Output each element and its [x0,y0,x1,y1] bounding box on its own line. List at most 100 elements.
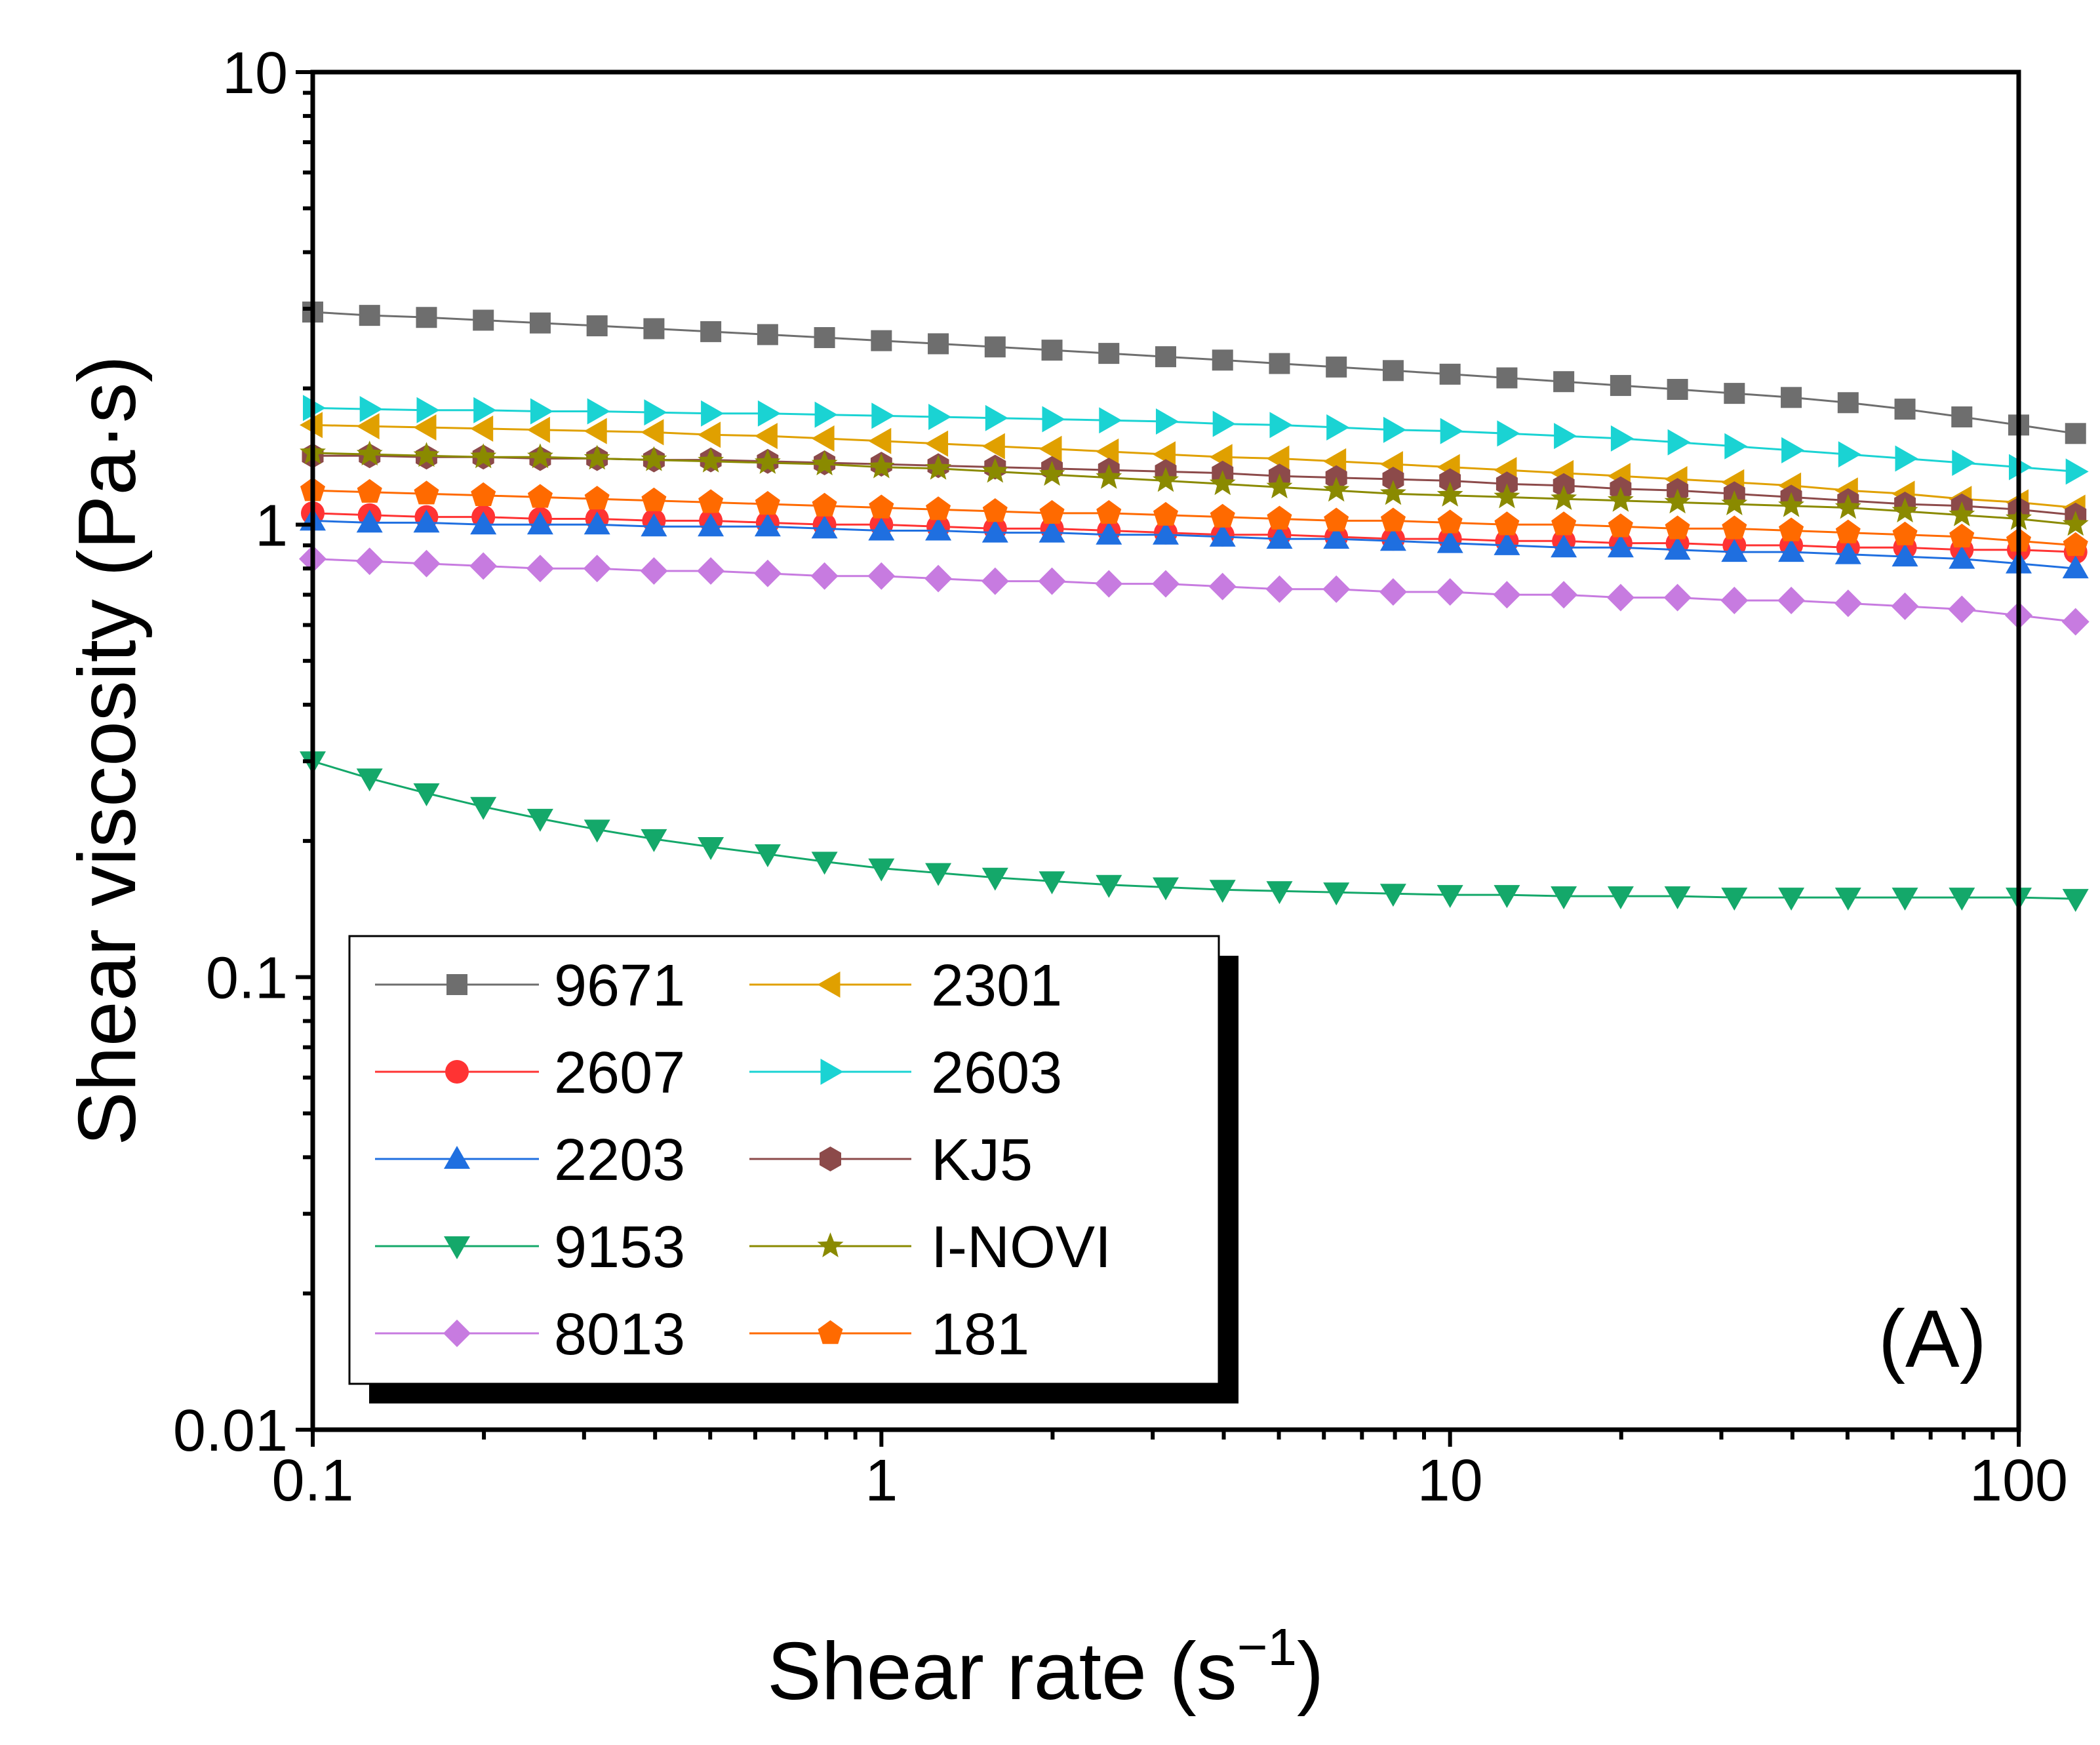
data-point-2301-7 [698,422,721,448]
data-point-9153-3 [470,796,497,820]
data-point-9153-5 [584,819,610,843]
data-point-I-NOVI-7 [698,447,724,473]
data-point-2603-25 [1724,433,1748,460]
data-point-9671-23 [1610,375,1631,397]
data-point-2203-28 [1892,543,1918,567]
data-point-9671-26 [1781,387,1802,408]
data-point-2203-21 [1494,532,1520,555]
panel-label: (A) [1878,1294,1987,1384]
data-point-181-4 [527,484,553,508]
data-point-2301-3 [470,415,494,442]
series-2603 [303,395,2089,485]
data-point-2603-13 [1042,406,1065,433]
y-tick-label: 0.01 [173,1398,288,1464]
data-point-2203-2 [413,509,440,533]
data-point-8013-15 [1152,570,1179,598]
data-point-2301-9 [811,425,835,452]
data-point-I-NOVI-22 [1551,485,1577,510]
data-point-8013-3 [469,552,498,580]
data-point-181-13 [1039,500,1065,524]
legend-item-9671: 9671 [375,953,685,1019]
data-point-2603-29 [1952,450,1975,476]
data-point-9671-19 [1382,360,1404,382]
data-point-2603-16 [1212,410,1236,437]
data-point-9153-18 [1323,882,1350,906]
data-point-9153-9 [811,852,838,875]
data-point-8013-27 [1834,589,1862,618]
data-point-9153-6 [641,829,667,852]
series-line-9671 [312,311,2076,435]
data-point-181-12 [982,498,1008,522]
data-point-181-25 [1722,515,1747,539]
legend-item-2301: 2301 [749,953,1062,1019]
data-point-2603-12 [985,404,1008,431]
data-point-I-NOVI-6 [641,446,667,471]
data-point-2203-6 [641,513,667,537]
data-point-8013-4 [526,555,554,583]
data-point-2301-2 [413,414,437,441]
series-181 [300,477,2088,557]
data-point-2603-3 [473,397,497,423]
data-point-8013-2 [412,549,441,578]
data-point-8013-14 [1095,570,1123,598]
data-point-9671-15 [1155,346,1176,368]
data-point-2603-1 [359,396,383,423]
data-point-I-NOVI-18 [1323,477,1350,502]
data-point-I-NOVI-15 [1153,467,1179,492]
legend-marker-KJ5 [820,1147,841,1171]
data-point-9153-29 [1949,888,1975,911]
legend-label: 9153 [554,1215,685,1280]
data-point-9153-23 [1607,886,1634,910]
data-point-2203-24 [1664,536,1691,560]
data-point-9671-6 [643,318,665,340]
data-point-8013-8 [753,559,782,587]
data-point-2203-5 [584,511,610,535]
data-point-9671-20 [1439,363,1461,385]
data-point-9153-12 [981,867,1008,891]
data-point-9671-14 [1098,343,1120,364]
series-line-2607 [312,512,2076,553]
data-point-2301-17 [1266,445,1290,472]
data-point-I-NOVI-14 [1096,463,1122,489]
data-point-181-24 [1665,515,1690,539]
data-point-2203-10 [868,517,895,541]
data-point-9153-4 [526,808,553,832]
series-8013 [299,545,2090,636]
data-point-I-NOVI-28 [1892,498,1918,522]
data-point-2603-14 [1099,407,1122,434]
data-point-9153-19 [1379,884,1406,907]
data-point-2203-7 [698,513,724,537]
data-point-9153-13 [1039,871,1065,895]
legend-label: I-NOVI [931,1215,1111,1280]
data-point-9153-17 [1266,881,1293,905]
legend-item-9153: 9153 [375,1215,685,1280]
data-point-9153-26 [1778,888,1805,911]
data-point-181-27 [1835,519,1861,543]
data-point-2203-13 [1039,519,1065,543]
series-line-8013 [312,558,2076,623]
legend-marker-I-NOVI [817,1232,844,1257]
data-point-I-NOVI-19 [1380,480,1406,505]
data-point-KJ5-20 [1439,468,1461,494]
data-point-8013-16 [1208,572,1237,600]
data-point-181-21 [1494,511,1520,536]
series-9153 [300,751,2089,912]
data-point-9671-25 [1724,383,1745,404]
data-point-9153-31 [2062,889,2089,912]
data-point-8013-21 [1493,581,1521,609]
data-point-9153-25 [1721,888,1748,911]
legend-item-2203: 2203 [375,1127,685,1193]
data-point-8013-7 [697,557,725,585]
data-point-2203-1 [356,509,383,533]
data-point-2203-15 [1153,521,1179,545]
data-point-I-NOVI-21 [1494,483,1520,509]
legend-label: 8013 [554,1302,685,1367]
series-2301 [300,412,2086,521]
data-point-2203-23 [1607,534,1634,558]
data-point-181-3 [471,482,496,506]
series-line-9153 [312,760,2076,900]
data-point-I-NOVI-12 [981,458,1008,483]
y-tick-label: 10 [222,41,288,106]
legend-marker-2607 [445,1060,469,1084]
